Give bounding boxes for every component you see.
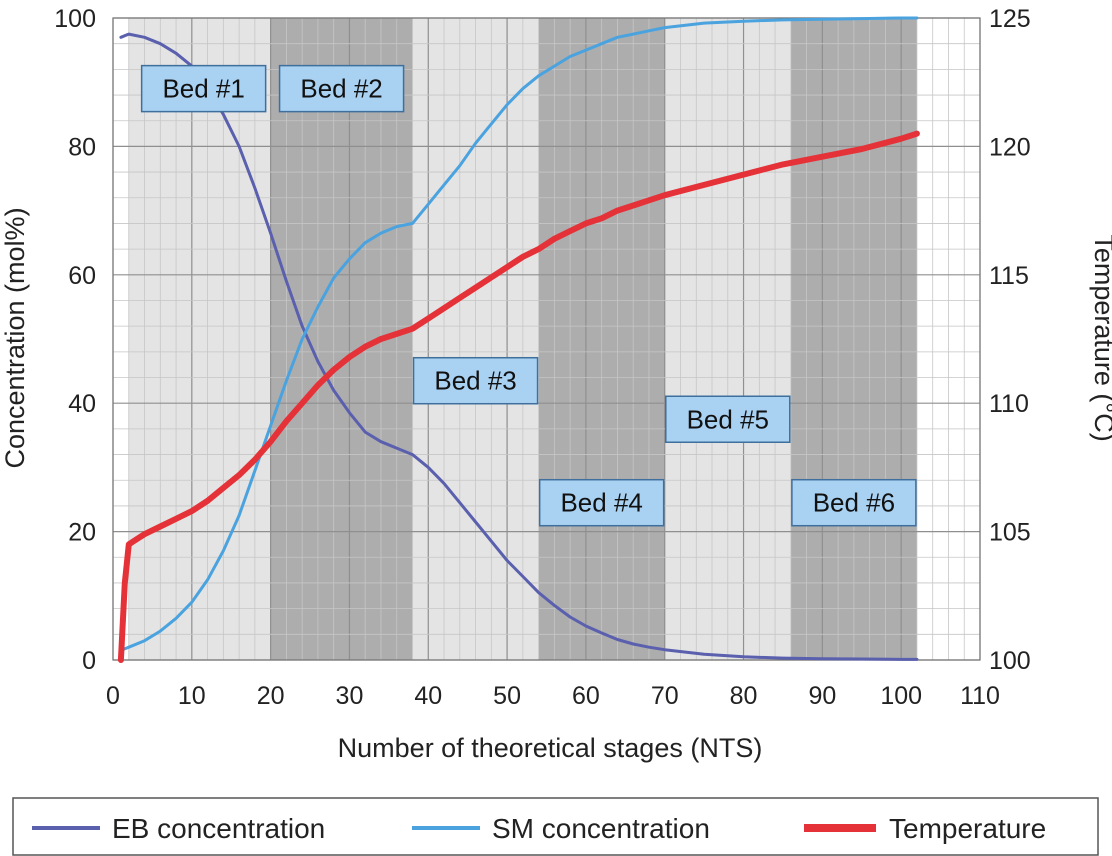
y2-tick-labels: 100 105 110 115 120 125 (989, 5, 1031, 675)
series-layer (117, 16, 920, 663)
x-tick-label: 90 (808, 682, 836, 710)
y2-tick-label: 110 (989, 390, 1029, 418)
series-line-temperature (117, 130, 920, 663)
legend-label-eb: EB concentration (112, 813, 325, 844)
bed-label-box (538, 478, 665, 527)
bed-label-text: Bed #2 (300, 74, 382, 104)
bed-label-box (278, 64, 405, 113)
x-tick-label: 40 (414, 682, 442, 710)
bed-label-text: Bed #3 (434, 366, 516, 396)
y2-axis-label: Temperature (°C) (1089, 234, 1112, 441)
x-tick-label: 20 (257, 682, 285, 710)
legend: EB concentration SM concentration Temper… (12, 797, 1099, 856)
y2-tick-label: 115 (989, 262, 1029, 290)
x-axis-label: Number of theoretical stages (NTS) (338, 733, 763, 763)
y2-tick-label: 105 (989, 519, 1031, 547)
x-tick-label: 0 (106, 682, 120, 710)
y-tick-label: 40 (68, 390, 96, 418)
bed-label-box (665, 395, 791, 443)
x-tick-labels: 0 10 20 30 40 50 60 70 80 90 100 110 (106, 682, 1000, 710)
bed-label-box (140, 64, 267, 113)
y2-tick-label: 120 (989, 133, 1031, 161)
series-line-eb-concentration (119, 32, 919, 661)
x-tick-label: 110 (960, 682, 1000, 710)
bed-label-box (791, 478, 917, 527)
bed-label-4: Bed #4 (538, 478, 665, 527)
legend-box (12, 797, 1099, 856)
bed-label-text: Bed #1 (162, 74, 244, 104)
x-tick-label: 30 (336, 682, 364, 710)
y-tick-label: 20 (68, 519, 96, 547)
x-tick-label: 60 (572, 682, 600, 710)
y2-tick-label: 100 (989, 647, 1031, 675)
x-tick-label: 70 (651, 682, 679, 710)
bed-label-2: Bed #2 (278, 64, 405, 113)
legend-label-temperature: Temperature (889, 813, 1046, 844)
x-tick-label: 100 (880, 682, 922, 710)
plot-border (112, 17, 981, 661)
series-line-sm-concentration (119, 16, 919, 652)
y-tick-label: 100 (54, 5, 96, 33)
bed-label-text: Bed #5 (687, 404, 769, 434)
bed-labels: Bed #1 Bed #2 Bed #3 Bed #4 Bed #5 Bed #6 (140, 64, 917, 527)
x-tick-label: 50 (493, 682, 521, 710)
x-tick-label: 80 (730, 682, 758, 710)
plot-frame (112, 17, 981, 661)
y-tick-labels: 0 20 40 60 80 100 (54, 5, 96, 675)
x-tick-label: 10 (178, 682, 206, 710)
bed-label-6: Bed #6 (791, 478, 917, 527)
bed-label-box (412, 356, 539, 405)
y-tick-label: 80 (68, 133, 96, 161)
y-axis-label: Concentration (mol%) (0, 207, 30, 468)
bed-label-1: Bed #1 (140, 64, 267, 113)
bed-label-text: Bed #4 (560, 488, 642, 518)
y-tick-label: 60 (68, 262, 96, 290)
bed-label-3: Bed #3 (412, 356, 539, 405)
y2-tick-label: 125 (989, 5, 1031, 33)
bed-label-text: Bed #6 (813, 488, 895, 518)
bed-label-5: Bed #5 (665, 395, 791, 443)
y-tick-label: 0 (82, 647, 96, 675)
bed-band-1 (128, 18, 271, 660)
bed-band-2 (270, 18, 413, 660)
legend-label-sm: SM concentration (492, 813, 710, 844)
